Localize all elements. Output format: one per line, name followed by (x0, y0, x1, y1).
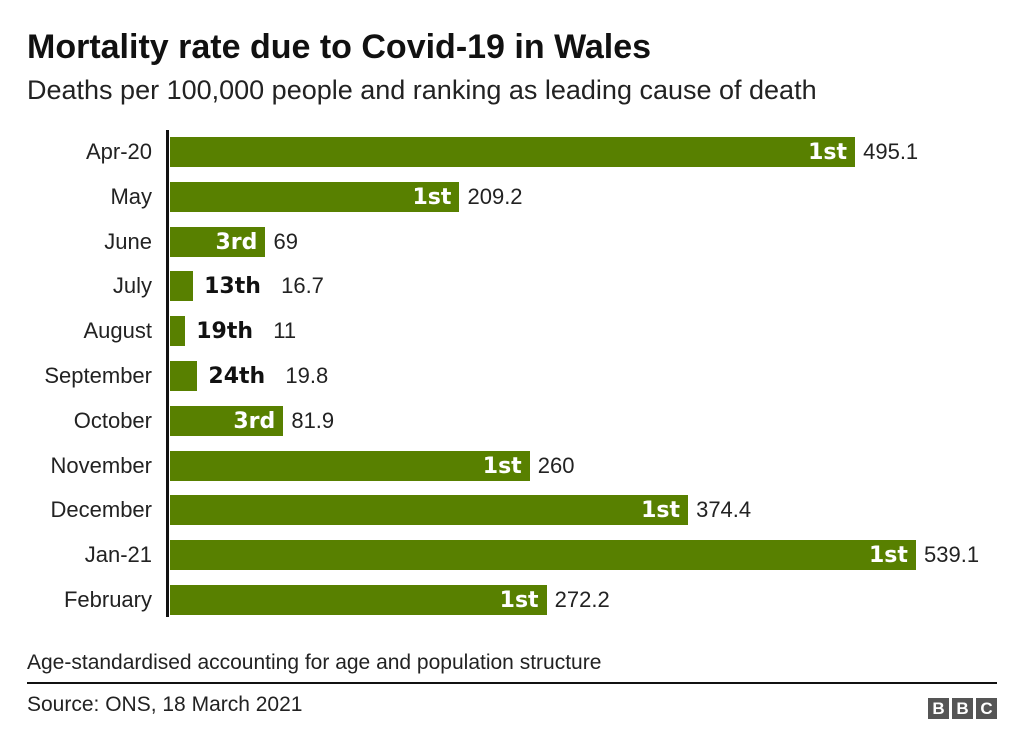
chart-subtitle: Deaths per 100,000 people and ranking as… (27, 75, 817, 105)
bar (170, 540, 916, 571)
category-label: May (110, 183, 152, 209)
value-label: 209.2 (467, 183, 523, 209)
category-label: February (63, 587, 152, 612)
rank-label: 1st (482, 453, 522, 479)
bar (170, 226, 266, 257)
source-text: Source: ONS, 18 March 2021 (27, 693, 303, 716)
value-label: 69 (273, 228, 298, 254)
bar (170, 405, 284, 436)
value-label: 272.2 (554, 587, 610, 612)
y-axis-line (166, 130, 169, 617)
value-label: 374.4 (696, 497, 752, 523)
rank-label: 19th (196, 319, 254, 345)
bar (170, 316, 186, 347)
value-label: 495.1 (863, 139, 919, 164)
rank-label: 1st (869, 543, 908, 569)
rank-label: 1st (412, 184, 452, 210)
rank-label: 3rd (215, 229, 258, 255)
value-label: 539.1 (924, 542, 980, 568)
bar (170, 181, 460, 212)
bar (170, 271, 194, 302)
value-label: 260 (537, 452, 575, 478)
category-label: September (44, 363, 152, 388)
divider (27, 682, 997, 684)
footnote: Age-standardised accounting for age and … (27, 651, 602, 674)
category-label: Apr-20 (85, 139, 152, 164)
category-label: October (73, 407, 152, 433)
value-label: 81.9 (291, 407, 335, 433)
value-label: 11 (273, 318, 297, 344)
chart-title: Mortality rate due to Covid-19 in Wales (27, 28, 652, 66)
bar (170, 450, 530, 481)
rank-label: 1st (641, 498, 680, 524)
rank-label: 3rd (233, 408, 276, 434)
bar (170, 137, 856, 167)
category-label: August (83, 318, 153, 344)
rank-label: 1st (499, 588, 539, 613)
bar (170, 585, 547, 615)
rank-label: 13th (204, 274, 261, 300)
bar (170, 361, 198, 391)
bar (170, 495, 689, 526)
rank-label: 24th (208, 364, 266, 389)
rank-label: 1st (808, 140, 848, 165)
value-label: 19.8 (285, 363, 329, 388)
category-label: November (50, 452, 152, 478)
category-label: July (112, 273, 152, 299)
category-label: June (104, 228, 152, 254)
category-label: Jan-21 (84, 542, 152, 568)
category-label: December (50, 497, 152, 523)
value-label: 16.7 (281, 273, 324, 299)
